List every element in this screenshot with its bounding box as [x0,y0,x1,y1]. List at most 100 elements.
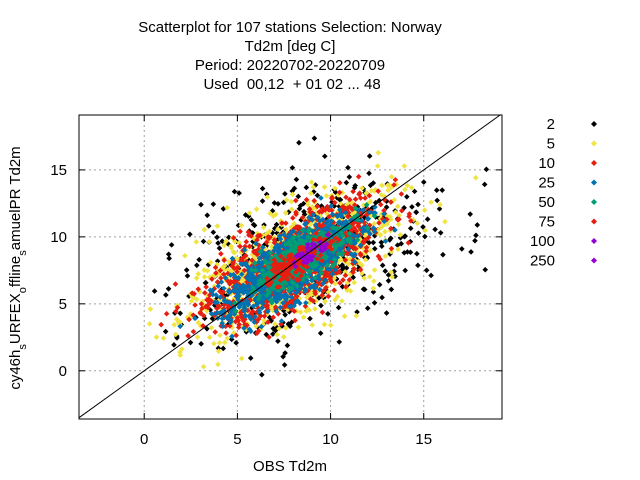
scatter-point [317,330,324,337]
scatter-point [235,256,242,263]
x-tick-label: 5 [233,431,241,448]
scatter-point [194,262,200,269]
scatter-point [214,234,220,241]
scatter-point [323,241,330,247]
scatter-point [286,287,293,293]
scatter-point [370,285,377,292]
scatter-point [295,324,302,331]
scatter-point [272,244,279,251]
scatter-point [195,271,202,277]
scatter-point [343,218,349,225]
scatter-point [308,221,314,227]
scatter-point [371,220,378,227]
scatter-point [301,208,307,215]
scatter-point [288,285,295,291]
scatter-point [221,263,228,269]
scatter-point [192,302,198,308]
scatter-point [259,259,266,266]
scatter-point [210,201,217,207]
scatter-point [276,233,283,239]
scatter-point [319,261,325,267]
scatter-point [351,184,358,191]
scatter-point [357,195,364,201]
scatter-point [377,201,384,208]
scatter-point [309,241,316,247]
scatter-point [296,139,302,146]
scatter-point [236,239,243,246]
scatter-point [472,174,479,181]
scatter-point [333,225,339,232]
scatter-point [346,204,353,210]
scatter-point [277,304,284,311]
scatter-point [261,313,268,319]
scatter-point [336,206,343,213]
scatter-point [272,265,278,272]
scatter-point [238,271,245,278]
scatter-point [259,304,266,311]
scatter-point [424,216,431,223]
scatter-point [199,305,205,312]
scatter-point [214,295,220,302]
scatter-point [353,312,360,319]
scatter-point [212,329,219,335]
scatter-point [436,206,443,212]
scatter-point [251,319,258,325]
scatter-point [195,286,202,292]
scatter-point [423,267,430,274]
scatter-point [291,220,297,227]
scatter-point [279,264,286,271]
scatter-point [296,205,303,212]
scatter-point [222,323,229,330]
scatter-point [303,196,310,203]
scatter-point [300,277,306,283]
scatter-point [225,270,231,277]
scatter-point [381,218,388,225]
scatter-point [348,227,355,233]
scatter-point [481,181,488,188]
scatter-point [289,274,296,280]
scatter-point [311,264,317,270]
scatter-point [269,208,276,214]
scatter-point [235,271,241,278]
scatter-point [269,230,276,236]
title-line-2: Td2m [deg C] [245,38,336,55]
scatter-point [346,215,352,222]
scatter-point [309,244,316,251]
scatter-point [372,204,378,211]
scatter-point [377,215,384,222]
scatter-point [237,287,244,294]
scatter-point [407,238,414,245]
scatter-point [278,218,284,224]
scatter-point [224,204,230,211]
scatter-point [291,239,298,245]
scatter-point [261,317,267,324]
scatter-point [307,253,314,260]
scatter-point [343,179,350,186]
scatter-point [215,345,222,352]
scatter-point [242,212,249,218]
scatter-point [336,189,343,196]
legend-marker [591,140,597,147]
scatter-point [404,182,411,189]
scatter-point [273,211,279,218]
scatter-point [422,227,428,234]
scatter-point [306,214,312,221]
scatter-point [303,184,310,191]
scatter-point [351,279,357,286]
scatter-point [357,236,363,243]
scatter-point [190,312,197,318]
scatter-point [277,261,283,268]
scatter-point [209,287,216,294]
scatter-point [289,247,295,254]
scatter-point [227,300,234,307]
scatter-point [363,202,370,208]
scatter-point [186,316,192,323]
scatter-point [262,267,269,273]
scatter-point [247,355,254,361]
scatter-point [284,342,291,349]
scatter-point [286,266,292,272]
scatter-point [387,235,394,242]
scatter-point [378,192,385,198]
scatter-point [217,332,223,339]
scatter-point [200,238,207,245]
